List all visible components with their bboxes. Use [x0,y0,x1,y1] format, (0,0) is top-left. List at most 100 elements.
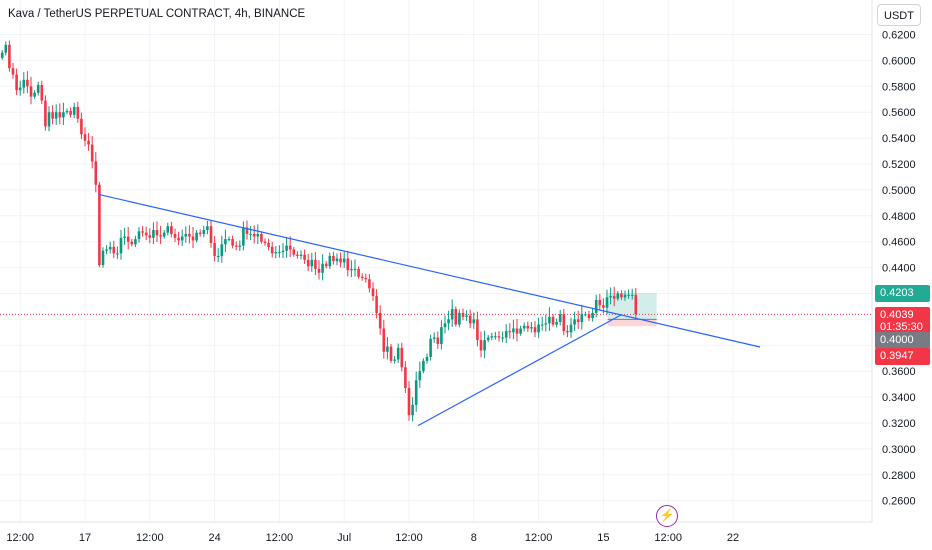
candle [296,251,299,259]
candle [526,321,530,332]
candle [540,316,544,331]
candle [569,317,573,338]
candle-body [404,367,407,389]
candle [195,230,198,243]
candle [90,135,94,169]
candle [256,224,260,245]
candle-body [479,340,483,351]
candle-body [47,112,51,127]
candle [371,282,375,301]
candle-body [400,347,404,368]
candle [8,40,11,72]
candle [112,240,116,259]
candle [148,228,152,244]
x-tick-label: 17 [79,532,91,544]
candle [306,253,310,272]
candle-body [537,324,540,333]
candle-body [429,338,432,357]
candle-body [170,226,173,234]
stop-price-label: 0.3947 [875,348,930,365]
candle-body [634,294,638,315]
candle-body [576,319,580,322]
candle-body [594,299,598,313]
candle-body [562,314,566,332]
candle-body [364,277,368,280]
candle-body [4,44,8,53]
candle [422,358,425,374]
candle [620,290,623,301]
candle-body [476,319,479,341]
candle [108,241,112,254]
candle-body [281,250,285,253]
candle [375,289,378,319]
candle-body [584,314,587,316]
candle [15,68,18,96]
candle [612,286,616,307]
candle-body [612,296,616,299]
candle [486,334,490,343]
y-tick-label: 0.5600 [882,107,916,119]
candle [357,266,360,279]
candle-body [173,233,177,238]
candle [328,252,332,270]
candle-body [414,380,418,405]
candle [76,101,80,123]
candle [519,325,522,336]
candle [360,273,364,281]
candle [483,330,486,359]
candle-body [321,263,324,273]
candle [321,254,324,281]
candle-body [382,328,386,352]
candle [119,230,123,260]
candle [159,225,162,245]
candle [555,318,558,328]
candle [62,102,65,125]
candle [584,311,587,317]
currency-button[interactable]: USDT [877,4,921,26]
candle-body [98,184,101,266]
candle [198,229,202,237]
candle-body [137,231,141,240]
candle-body [220,244,224,256]
candle-body [162,232,166,237]
candle-body [512,328,515,333]
candle [11,62,15,79]
candle-body [94,161,98,185]
candle-body [130,241,134,245]
candle [364,273,368,283]
lightning-icon[interactable]: ⚡ [656,505,678,527]
candle [33,90,36,99]
candle [260,231,263,244]
candle-body [393,359,396,361]
candle [396,343,400,363]
candle [454,306,458,327]
candle-body [274,252,278,254]
candle [144,226,148,241]
candle [450,299,454,327]
candle [335,253,339,266]
candle-body [234,245,238,247]
candle [468,309,472,329]
candle-body [360,276,364,278]
candle [317,260,321,280]
candle-body [18,87,22,91]
candle-body [108,246,112,250]
candle [101,247,105,268]
candle-body [569,324,573,333]
candle [105,245,108,255]
candle-body [609,296,612,298]
candle [292,246,296,257]
candle-body [465,315,468,317]
candle-body [44,100,47,127]
candle-body [256,233,260,237]
candle-body [51,112,54,119]
candle-body [443,323,447,328]
candle-body [555,321,558,325]
candle-body [245,227,249,234]
candle-body [558,314,562,322]
candle-body [328,255,332,267]
candle [270,241,274,258]
candle [220,235,224,263]
candle-body [440,327,443,345]
